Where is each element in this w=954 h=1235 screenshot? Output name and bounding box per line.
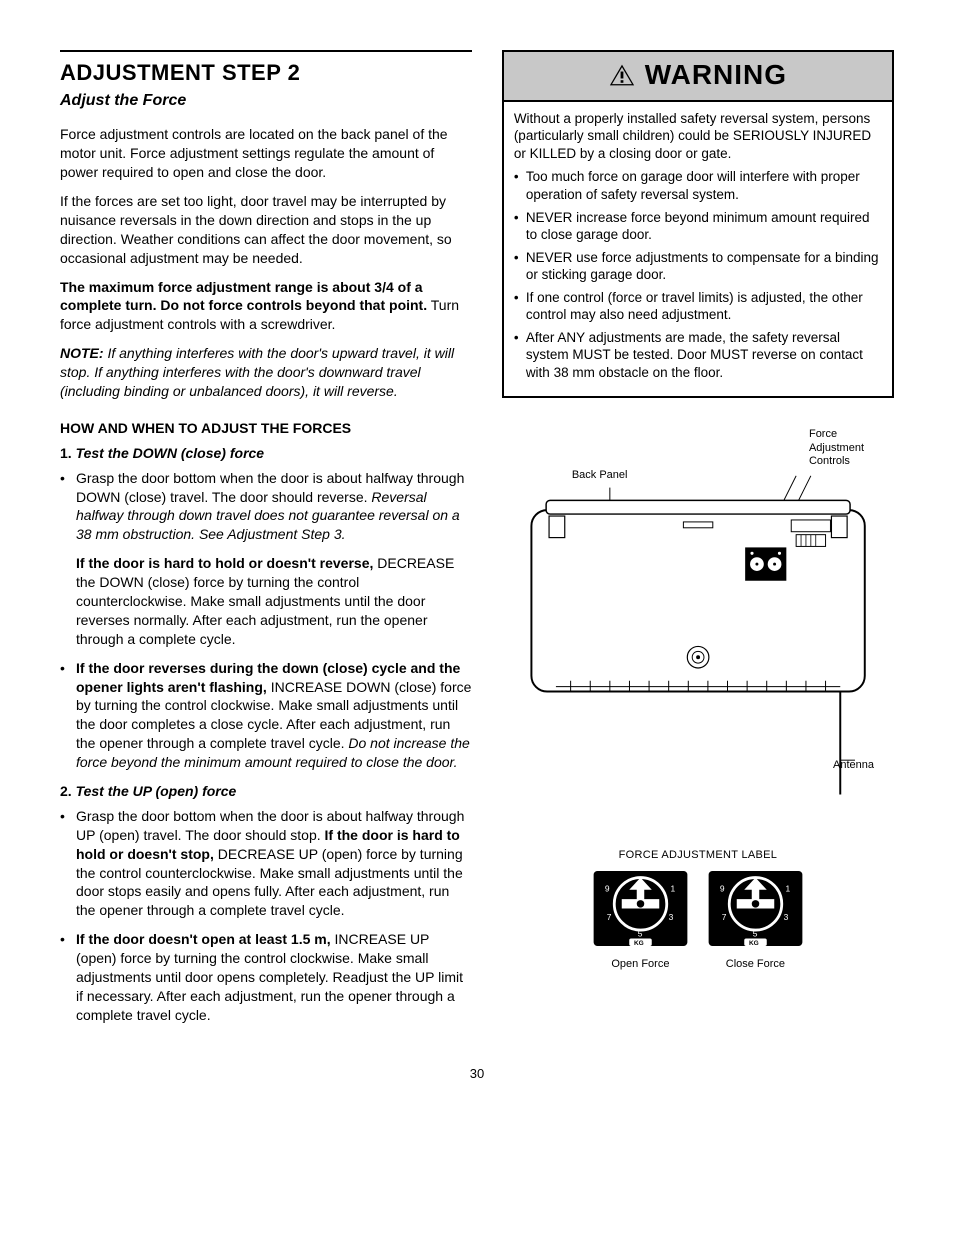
open-force-dial: 9 1 7 3 5 KG Open Force — [593, 871, 688, 972]
svg-text:5: 5 — [753, 929, 758, 939]
warning-item: If one control (force or travel limits) … — [514, 289, 882, 324]
t1-b1c: If the door is hard to hold or doesn't r… — [76, 554, 472, 648]
test1-list: Grasp the door bottom when the door is a… — [60, 469, 472, 772]
svg-text:7: 7 — [722, 912, 727, 922]
t2-num: 2. — [60, 783, 72, 799]
p3-bold: The maximum force adjustment range is ab… — [60, 279, 427, 314]
close-force-dial: 9 1 7 3 5 KG Close Force — [708, 871, 803, 972]
back-panel-label: Back Panel — [572, 468, 628, 483]
note-label: NOTE: — [60, 345, 104, 361]
test2-list: Grasp the door bottom when the door is a… — [60, 807, 472, 1025]
note-body: If anything interferes with the door's u… — [60, 345, 454, 399]
antenna-label: Antenna — [833, 758, 874, 773]
warning-body: Without a properly installed safety reve… — [504, 102, 892, 397]
right-column: WARNING Without a properly installed saf… — [502, 50, 894, 1035]
test1-heading: 1. Test the DOWN (close) force — [60, 444, 472, 463]
warning-item: After ANY adjustments are made, the safe… — [514, 329, 882, 382]
close-force-caption: Close Force — [708, 957, 803, 972]
page-number: 30 — [60, 1065, 894, 1083]
svg-text:1: 1 — [785, 884, 790, 894]
dials-row: 9 1 7 3 5 KG Open Force 9 — [502, 871, 894, 972]
note: NOTE: If anything interferes with the do… — [60, 344, 472, 401]
svg-text:KG: KG — [634, 940, 644, 946]
intro-p3: The maximum force adjustment range is ab… — [60, 278, 472, 335]
step-title: ADJUSTMENT STEP 2 — [60, 58, 472, 88]
intro-p2: If the forces are set too light, door tr… — [60, 192, 472, 268]
t2-title: Test the UP (open) force — [72, 783, 237, 799]
warning-item: NEVER increase force beyond minimum amou… — [514, 209, 882, 244]
t2-bullet2: If the door doesn't open at least 1.5 m,… — [60, 930, 472, 1024]
warning-title: WARNING — [645, 56, 787, 94]
t2-b2-bold: If the door doesn't open at least 1.5 m, — [76, 931, 331, 947]
dial-svg: 9 1 7 3 5 KG — [708, 871, 803, 946]
svg-text:1: 1 — [670, 884, 675, 894]
warning-list: Too much force on garage door will inter… — [514, 168, 882, 381]
subtitle: Adjust the Force — [60, 90, 472, 112]
motor-unit-svg — [502, 428, 894, 808]
force-label-title: FORCE ADJUSTMENT LABEL — [502, 848, 894, 863]
warning-icon — [609, 63, 635, 87]
svg-text:3: 3 — [784, 912, 789, 922]
warning-item: NEVER use force adjustments to compensat… — [514, 249, 882, 284]
warning-intro: Without a properly installed safety reve… — [514, 110, 882, 163]
warning-box: WARNING Without a properly installed saf… — [502, 50, 894, 398]
t1-bullet2: If the door reverses during the down (cl… — [60, 659, 472, 772]
t1-title: Test the DOWN (close) force — [72, 445, 264, 461]
t1-num: 1. — [60, 445, 72, 461]
force-controls-label: Force Adjustment Controls — [809, 428, 864, 468]
warning-item: Too much force on garage door will inter… — [514, 168, 882, 203]
svg-text:9: 9 — [720, 884, 725, 894]
svg-text:9: 9 — [605, 884, 610, 894]
svg-text:3: 3 — [669, 912, 674, 922]
intro-p1: Force adjustment controls are located on… — [60, 125, 472, 182]
how-when-heading: HOW AND WHEN TO ADJUST THE FORCES — [60, 419, 472, 438]
t2-bullet1: Grasp the door bottom when the door is a… — [60, 807, 472, 920]
svg-text:7: 7 — [607, 912, 612, 922]
motor-diagram: Force Adjustment Controls Back Panel Ant… — [502, 428, 894, 808]
warning-header: WARNING — [504, 52, 892, 102]
top-rule — [60, 50, 472, 52]
t1-bullet1: Grasp the door bottom when the door is a… — [60, 469, 472, 649]
left-column: ADJUSTMENT STEP 2 Adjust the Force Force… — [60, 50, 472, 1035]
open-force-caption: Open Force — [593, 957, 688, 972]
t1-b1c-bold: If the door is hard to hold or doesn't r… — [76, 555, 373, 571]
page: ADJUSTMENT STEP 2 Adjust the Force Force… — [60, 50, 894, 1035]
test2-heading: 2. Test the UP (open) force — [60, 782, 472, 801]
dial-svg: 9 1 7 3 5 KG — [593, 871, 688, 946]
svg-text:5: 5 — [638, 929, 643, 939]
svg-text:KG: KG — [749, 940, 759, 946]
